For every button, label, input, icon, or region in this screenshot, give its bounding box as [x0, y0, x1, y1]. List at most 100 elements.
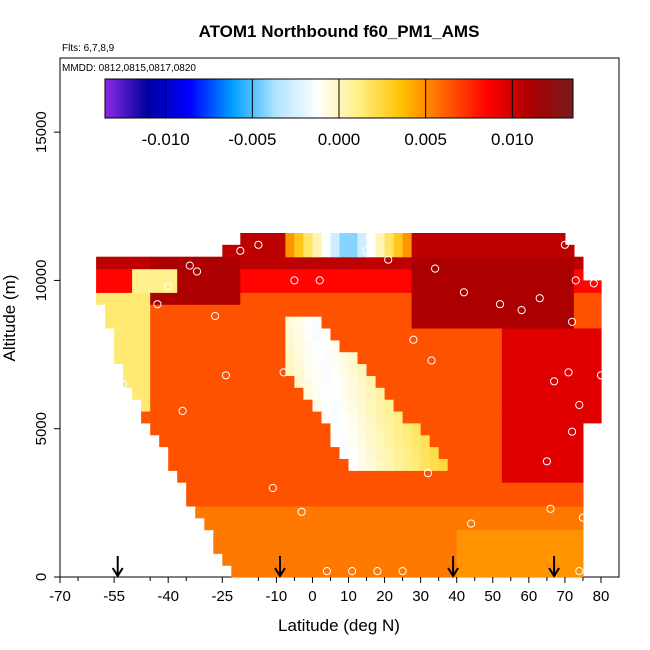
heatmap-cell	[150, 375, 160, 388]
heatmap-cell	[465, 422, 476, 436]
heatmap-cell	[276, 410, 286, 424]
heatmap-cell	[465, 470, 476, 483]
heatmap-cell	[186, 458, 196, 471]
heatmap-cell	[303, 233, 313, 246]
heatmap-cell	[456, 541, 467, 554]
heatmap-cell	[258, 434, 268, 448]
heatmap-cell	[474, 351, 485, 365]
heatmap-cell	[474, 339, 485, 353]
heatmap-cell	[150, 422, 160, 436]
heatmap-cell	[366, 517, 377, 531]
heatmap-cell	[592, 292, 602, 305]
heatmap-cell	[564, 517, 575, 531]
heatmap-cell	[438, 244, 449, 258]
heatmap-cell	[168, 458, 178, 471]
heatmap-cell	[231, 256, 241, 270]
heatmap-cell	[303, 494, 313, 507]
heatmap-cell	[294, 363, 304, 376]
heatmap-cell	[303, 553, 313, 566]
data-marker	[564, 368, 573, 377]
heatmap-cell	[456, 387, 467, 400]
heatmap-cell	[366, 387, 377, 400]
heatmap-cell	[592, 375, 602, 388]
heatmap-cell	[339, 363, 350, 376]
heatmap-cell	[312, 565, 323, 578]
data-marker	[495, 300, 505, 309]
heatmap-cell	[249, 482, 259, 495]
heatmap-cell	[411, 470, 422, 483]
heatmap-cell	[168, 446, 178, 459]
heatmap-cell	[474, 292, 485, 305]
heatmap-cell	[204, 399, 214, 412]
heatmap-cell	[231, 363, 241, 376]
heatmap-cell	[438, 541, 449, 554]
heatmap-cell	[168, 410, 178, 424]
heatmap-cell	[492, 363, 503, 376]
heatmap-cell	[267, 399, 277, 412]
heatmap-cell	[258, 410, 268, 424]
heatmap-cell	[204, 363, 214, 376]
heatmap-cell	[375, 268, 386, 282]
data-marker	[589, 279, 598, 288]
heatmap-cell	[492, 541, 503, 554]
heatmap-cell	[303, 244, 313, 258]
data-marker	[546, 504, 555, 513]
heatmap-cell	[357, 541, 368, 554]
heatmap-cell	[510, 565, 521, 578]
heatmap-cell	[501, 292, 512, 305]
heatmap-cell	[483, 565, 494, 578]
heatmap-cell	[303, 256, 313, 270]
heatmap-cell	[492, 375, 503, 388]
heatmap-cell	[348, 363, 359, 376]
heatmap-cell	[402, 494, 413, 507]
heatmap-cell	[456, 375, 467, 388]
heatmap-cell	[267, 292, 277, 305]
heatmap-cell	[177, 292, 187, 305]
heatmap-cell	[384, 363, 395, 376]
heatmap-cell	[573, 363, 584, 376]
heatmap-cell	[438, 494, 449, 507]
heatmap-cell	[510, 233, 521, 246]
heatmap-cell	[222, 375, 232, 388]
heatmap-cell	[420, 399, 431, 412]
heatmap-cell	[339, 351, 350, 365]
heatmap-cell	[411, 541, 422, 554]
heatmap-cell	[276, 482, 286, 495]
heatmap-cell	[303, 446, 313, 459]
heatmap-cell	[339, 268, 350, 282]
heatmap-cell	[267, 482, 277, 495]
heatmap-cell	[573, 387, 584, 400]
heatmap-cell	[528, 422, 539, 436]
heatmap-cell	[592, 387, 602, 400]
heatmap-cell	[222, 470, 232, 483]
heatmap-cell	[249, 256, 259, 270]
y-tick-label: 10000	[33, 260, 50, 302]
heatmap-cell	[96, 268, 106, 282]
heatmap-cell	[537, 327, 548, 341]
heatmap-cell	[294, 482, 304, 495]
heatmap-cell	[222, 256, 232, 270]
heatmap-cell	[447, 482, 458, 495]
heatmap-cell	[438, 339, 449, 353]
heatmap-cell	[474, 268, 485, 282]
heatmap-cell	[438, 446, 449, 459]
heatmap-cell	[537, 458, 548, 471]
heatmap-cell	[114, 280, 124, 293]
heatmap-cell	[402, 327, 413, 341]
heatmap-cell	[501, 446, 512, 459]
heatmap-cell	[312, 446, 323, 459]
heatmap-cell	[384, 327, 395, 341]
heatmap-cell	[447, 458, 458, 471]
data-marker	[578, 513, 588, 522]
heatmap-cell	[213, 410, 223, 424]
heatmap-cell	[537, 339, 548, 353]
heatmap-cell	[492, 304, 503, 317]
data-marker	[517, 306, 526, 315]
heatmap-cell	[555, 410, 566, 424]
heatmap-cell	[285, 304, 295, 317]
y-tick-label: 15000	[33, 111, 50, 153]
heatmap-cell	[573, 292, 584, 305]
heatmap-cell	[465, 339, 476, 353]
heatmap-cell	[285, 529, 295, 542]
